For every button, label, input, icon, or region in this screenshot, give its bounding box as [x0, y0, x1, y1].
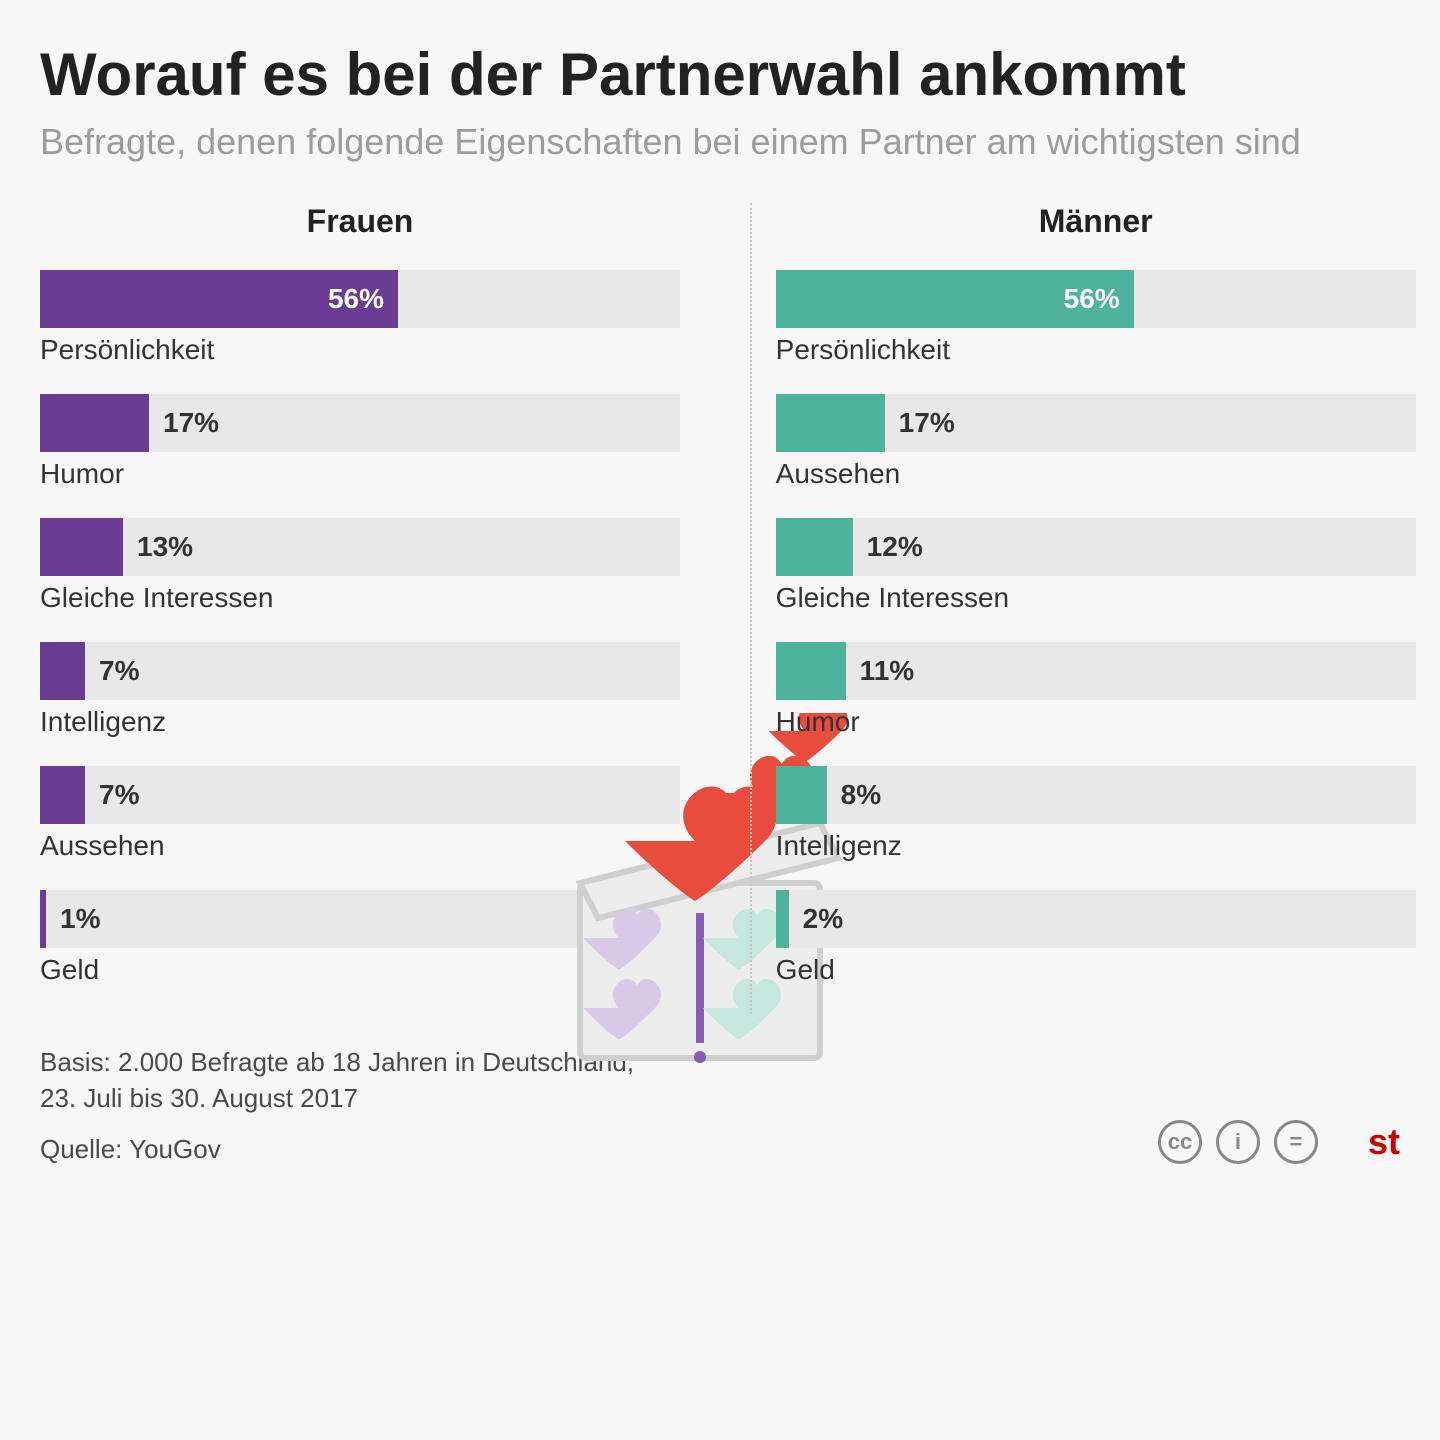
bar-label: Aussehen — [776, 458, 1440, 490]
bar-label: Persönlichkeit — [40, 334, 750, 366]
bar-label: Intelligenz — [40, 706, 750, 738]
bar-fill: 56% — [40, 270, 398, 328]
chart-column-maenner: Männer 56% Persönlichkeit 17% Aussehen 12% Gl… — [750, 203, 1440, 1014]
brand-logo: st — [1368, 1117, 1400, 1167]
bar-track: 7% — [40, 642, 680, 700]
chart-footer: Basis: 2.000 Befragte ab 18 Jahren in De… — [40, 1044, 1440, 1167]
bar-track: 1% — [40, 890, 680, 948]
bar-track: 56% — [776, 270, 1416, 328]
cc-license-icons: cc i = — [1158, 1120, 1318, 1164]
bar-label: Intelligenz — [776, 830, 1440, 862]
footer-basis-line1: Basis: 2.000 Befragte ab 18 Jahren in De… — [40, 1044, 634, 1080]
bar-value: 13% — [123, 531, 207, 563]
bar-label: Geld — [776, 954, 1440, 986]
charts-container: Frauen 56% Persönlichkeit 17% Humor 13% Gleic… — [40, 203, 1440, 1014]
bar-fill — [40, 642, 85, 700]
bar-track: 56% — [40, 270, 680, 328]
bar-label: Humor — [40, 458, 750, 490]
bar-value: 56% — [314, 283, 398, 315]
bar-row: 17% Humor — [40, 394, 750, 490]
bar-value: 17% — [149, 407, 233, 439]
bar-row: 1% Geld — [40, 890, 750, 986]
bar-row: 17% Aussehen — [776, 394, 1440, 490]
bar-row: 11% Humor — [776, 642, 1440, 738]
cc-icon: cc — [1158, 1120, 1202, 1164]
bar-value: 7% — [85, 779, 153, 811]
bar-track: 12% — [776, 518, 1416, 576]
cc-nd-icon: = — [1274, 1120, 1318, 1164]
footer-basis-line2: 23. Juli bis 30. August 2017 — [40, 1080, 634, 1116]
bar-value: 12% — [853, 531, 937, 563]
chart-subtitle: Befragte, denen folgende Eigenschaften b… — [40, 121, 1440, 163]
bars-frauen: 56% Persönlichkeit 17% Humor 13% Gleiche Inte… — [40, 270, 750, 986]
bar-track: 17% — [776, 394, 1416, 452]
bar-row: 56% Persönlichkeit — [40, 270, 750, 366]
bar-track: 13% — [40, 518, 680, 576]
bar-value: 1% — [46, 903, 114, 935]
column-header: Frauen — [40, 203, 680, 240]
bar-label: Aussehen — [40, 830, 750, 862]
bar-fill — [776, 766, 827, 824]
bar-fill — [40, 518, 123, 576]
bar-row: 13% Gleiche Interessen — [40, 518, 750, 614]
bar-fill — [40, 766, 85, 824]
bar-row: 12% Gleiche Interessen — [776, 518, 1440, 614]
bar-row: 2% Geld — [776, 890, 1440, 986]
bar-row: 7% Intelligenz — [40, 642, 750, 738]
bar-label: Humor — [776, 706, 1440, 738]
cc-by-icon: i — [1216, 1120, 1260, 1164]
chart-title: Worauf es bei der Partnerwahl ankommt — [40, 40, 1440, 109]
footer-source: Quelle: YouGov — [40, 1131, 634, 1167]
column-header: Männer — [776, 203, 1416, 240]
bar-value: 17% — [885, 407, 969, 439]
bar-fill — [776, 394, 885, 452]
bar-value: 2% — [789, 903, 857, 935]
bar-row: 7% Aussehen — [40, 766, 750, 862]
bar-track: 11% — [776, 642, 1416, 700]
bar-value: 11% — [846, 655, 929, 687]
bar-fill: 56% — [776, 270, 1134, 328]
bar-fill — [776, 890, 789, 948]
bar-track: 2% — [776, 890, 1416, 948]
bar-track: 7% — [40, 766, 680, 824]
bars-maenner: 56% Persönlichkeit 17% Aussehen 12% Gleiche I… — [776, 270, 1440, 986]
bar-label: Geld — [40, 954, 750, 986]
bar-label: Persönlichkeit — [776, 334, 1440, 366]
bar-value: 7% — [85, 655, 153, 687]
bar-value: 8% — [827, 779, 895, 811]
bar-fill — [40, 394, 149, 452]
chart-column-frauen: Frauen 56% Persönlichkeit 17% Humor 13% Gleic… — [40, 203, 750, 1014]
bar-fill — [776, 518, 853, 576]
bar-track: 17% — [40, 394, 680, 452]
bar-fill — [776, 642, 846, 700]
bar-value: 56% — [1050, 283, 1134, 315]
bar-label: Gleiche Interessen — [776, 582, 1440, 614]
bar-label: Gleiche Interessen — [40, 582, 750, 614]
bar-track: 8% — [776, 766, 1416, 824]
bar-row: 56% Persönlichkeit — [776, 270, 1440, 366]
bar-row: 8% Intelligenz — [776, 766, 1440, 862]
